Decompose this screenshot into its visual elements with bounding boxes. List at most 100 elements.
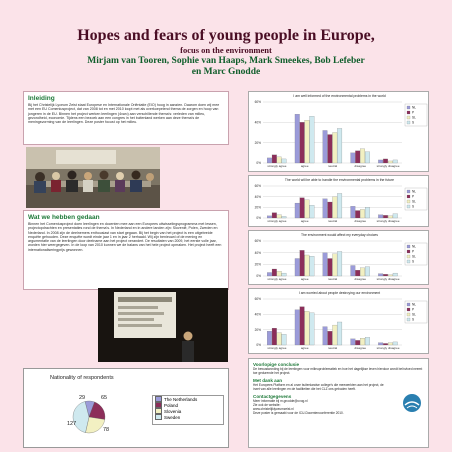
bar xyxy=(360,209,365,219)
legend-swatch xyxy=(155,402,162,408)
authors-line-1: Mirjam van Tooren, Sophie van Haaps, Mar… xyxy=(87,56,365,66)
bar xyxy=(276,156,282,164)
bar xyxy=(337,193,343,219)
bar xyxy=(267,157,272,164)
y-tick-label: 40% xyxy=(255,313,262,317)
bar-chart-2: The world will be able to handle the env… xyxy=(255,178,428,223)
bar xyxy=(322,198,328,219)
bar-legend-swatch xyxy=(406,244,411,249)
bar-legend-swatch xyxy=(406,194,411,199)
pie-slice xyxy=(72,401,90,433)
bar xyxy=(392,213,398,219)
bar-chart-1: I am well informed of the environmental … xyxy=(255,94,428,168)
x-tick-label: neutral xyxy=(328,346,338,350)
y-tick-label: 0% xyxy=(256,274,261,278)
bar xyxy=(267,215,272,219)
bar xyxy=(388,342,393,346)
bar-legend xyxy=(404,187,428,211)
contact-heading: Contactgegevens xyxy=(253,394,292,399)
x-tick-label: strongly disagree xyxy=(377,219,400,223)
legend-swatch xyxy=(155,396,162,402)
y-tick-label: 20% xyxy=(255,141,262,145)
bar-legend-label: SL xyxy=(412,313,416,317)
authors: Mirjam van Tooren, Sophie van Haaps, Mar… xyxy=(0,56,452,78)
bar xyxy=(281,272,287,277)
bar xyxy=(332,253,338,277)
legend-swatch xyxy=(155,408,162,414)
pie-chart-box: Nationality of respondents 29 65 78 127 The… xyxy=(23,368,229,448)
bar xyxy=(383,274,388,277)
bar xyxy=(392,159,398,164)
bar xyxy=(281,158,287,164)
x-tick-label: strongly agree xyxy=(267,277,286,281)
bar xyxy=(332,196,338,219)
y-tick-label: 20% xyxy=(255,206,262,210)
x-tick-label: neutral xyxy=(328,219,338,223)
bar xyxy=(304,199,310,219)
bar xyxy=(309,205,315,219)
y-tick-label: 40% xyxy=(255,195,262,199)
gedaan-box: Wat we hebben gedaan Binnen het Comenius… xyxy=(23,210,229,290)
bar xyxy=(304,311,310,346)
pie-slice-label: 78 xyxy=(103,427,109,433)
poster-subtitle: focus on the environment xyxy=(180,45,272,55)
bar xyxy=(332,324,338,346)
pie-slice-label: 29 xyxy=(79,395,85,401)
bar-legend-swatch xyxy=(406,110,411,115)
x-tick-label: strongly agree xyxy=(267,346,286,350)
pie-chart: 29 65 78 127 xyxy=(67,395,109,434)
contact-line-3: www.christelijklyceumzeist.nl xyxy=(253,407,294,411)
x-tick-label: neutral xyxy=(328,164,338,168)
x-tick-label: agree xyxy=(301,346,309,350)
bar xyxy=(327,201,333,219)
bar xyxy=(299,122,305,164)
classroom-photo xyxy=(26,147,160,208)
bar xyxy=(271,328,277,346)
contact-line-4: Deze poster is gemaakt voor de ICU-Docen… xyxy=(253,411,344,415)
dank-text: Het Europees Platform en al onze buitenl… xyxy=(253,383,384,391)
pie-legend-item: Slovenia xyxy=(153,408,223,414)
bar xyxy=(294,309,300,346)
bar xyxy=(392,341,398,346)
legend-label: The Netherlands xyxy=(164,396,198,402)
bar xyxy=(294,202,300,219)
bar xyxy=(299,250,305,277)
y-tick-label: 0% xyxy=(256,216,261,220)
bar xyxy=(299,306,305,346)
bar xyxy=(309,116,315,164)
pie-slice-label: 65 xyxy=(101,395,107,401)
bar-legend-swatch xyxy=(406,302,411,307)
y-tick-label: 60% xyxy=(255,100,262,104)
bar xyxy=(388,215,393,219)
bar xyxy=(327,134,333,164)
bar xyxy=(378,273,384,277)
bar xyxy=(337,251,343,277)
x-tick-label: strongly disagree xyxy=(377,346,400,350)
europe-logo-icon xyxy=(403,394,421,412)
bar xyxy=(267,331,272,346)
pie-slice-label: 127 xyxy=(67,421,76,427)
bar-legend-swatch xyxy=(406,199,411,204)
bar xyxy=(360,148,365,164)
bar-legend-label: P xyxy=(412,195,414,199)
bar xyxy=(365,207,370,219)
bar-chart-box-4: I am worried about people destroying our… xyxy=(248,288,429,354)
pie-chart-title: Nationality of respondents xyxy=(50,375,114,381)
bar-legend-swatch xyxy=(406,317,411,322)
bar-legend-swatch xyxy=(406,312,411,317)
inleiding-text: Bij het Christelijk Lyceum Zeist staat E… xyxy=(28,103,220,125)
bar xyxy=(332,132,338,164)
bar xyxy=(281,334,287,346)
y-tick-label: 60% xyxy=(255,297,262,301)
bar xyxy=(271,212,277,219)
bar-legend-label: SL xyxy=(412,116,416,120)
bar xyxy=(322,326,328,346)
conclusie-heading: Voorlopige conclusie xyxy=(253,362,300,367)
bar xyxy=(378,342,384,346)
bar-legend-swatch xyxy=(406,249,411,254)
bar xyxy=(383,158,388,164)
bar xyxy=(392,272,398,277)
x-tick-label: disagree xyxy=(355,219,367,223)
bar-legend-label: SL xyxy=(412,200,416,204)
